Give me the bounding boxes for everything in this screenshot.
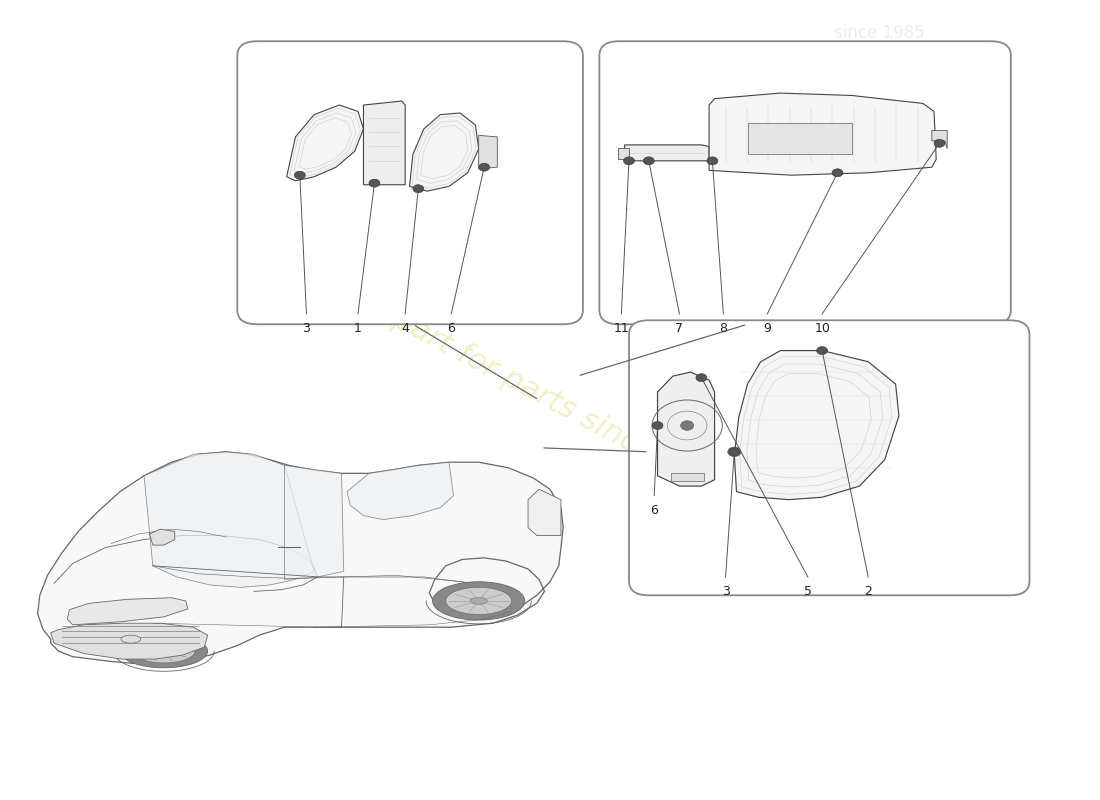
FancyBboxPatch shape bbox=[238, 42, 583, 324]
FancyBboxPatch shape bbox=[629, 320, 1030, 595]
Ellipse shape bbox=[132, 639, 195, 663]
Circle shape bbox=[707, 157, 718, 165]
Text: 11: 11 bbox=[614, 322, 629, 335]
Polygon shape bbox=[625, 145, 710, 161]
Ellipse shape bbox=[470, 598, 487, 605]
Text: 3: 3 bbox=[722, 585, 729, 598]
Polygon shape bbox=[363, 101, 405, 185]
Polygon shape bbox=[144, 452, 315, 587]
Polygon shape bbox=[409, 113, 478, 191]
Circle shape bbox=[412, 185, 424, 193]
Polygon shape bbox=[67, 598, 188, 625]
Text: 8: 8 bbox=[719, 322, 727, 335]
Ellipse shape bbox=[121, 635, 141, 643]
Circle shape bbox=[729, 448, 740, 456]
Circle shape bbox=[696, 374, 707, 382]
Circle shape bbox=[681, 421, 694, 430]
Text: 9: 9 bbox=[763, 322, 771, 335]
Circle shape bbox=[624, 157, 635, 165]
Text: 5: 5 bbox=[804, 585, 812, 598]
Circle shape bbox=[934, 139, 945, 147]
Polygon shape bbox=[287, 105, 363, 181]
Polygon shape bbox=[710, 93, 936, 175]
Text: since 1985: since 1985 bbox=[834, 24, 924, 42]
Polygon shape bbox=[932, 130, 947, 149]
Polygon shape bbox=[528, 490, 561, 535]
Ellipse shape bbox=[446, 587, 512, 614]
Text: 6: 6 bbox=[650, 504, 658, 517]
Text: 1: 1 bbox=[354, 322, 362, 335]
FancyBboxPatch shape bbox=[618, 148, 629, 159]
Circle shape bbox=[728, 447, 741, 457]
Polygon shape bbox=[658, 372, 715, 486]
Text: ods: ods bbox=[923, 60, 1011, 102]
FancyBboxPatch shape bbox=[600, 42, 1011, 324]
Circle shape bbox=[368, 179, 379, 187]
Polygon shape bbox=[150, 529, 175, 545]
Ellipse shape bbox=[120, 634, 208, 668]
FancyBboxPatch shape bbox=[748, 122, 851, 154]
Polygon shape bbox=[346, 462, 453, 519]
Text: 7: 7 bbox=[675, 322, 683, 335]
Text: 10: 10 bbox=[814, 322, 830, 335]
Polygon shape bbox=[51, 623, 208, 659]
Text: 6: 6 bbox=[448, 322, 455, 335]
Text: 4: 4 bbox=[402, 322, 409, 335]
Polygon shape bbox=[735, 350, 899, 500]
Polygon shape bbox=[478, 135, 497, 169]
Text: 2: 2 bbox=[865, 585, 872, 598]
Ellipse shape bbox=[155, 648, 172, 654]
Polygon shape bbox=[285, 466, 343, 579]
Circle shape bbox=[478, 163, 490, 171]
Circle shape bbox=[816, 346, 827, 354]
Circle shape bbox=[832, 169, 843, 177]
Ellipse shape bbox=[432, 582, 525, 620]
Polygon shape bbox=[37, 452, 563, 665]
Polygon shape bbox=[671, 474, 704, 482]
Circle shape bbox=[295, 171, 306, 179]
Text: 3: 3 bbox=[302, 322, 310, 335]
Text: a part for parts since 1985: a part for parts since 1985 bbox=[363, 292, 737, 508]
Circle shape bbox=[652, 422, 663, 430]
Text: EPC: EPC bbox=[956, 58, 989, 73]
Circle shape bbox=[644, 157, 654, 165]
